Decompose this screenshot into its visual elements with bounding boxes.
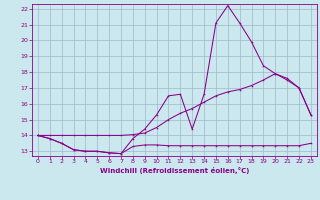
X-axis label: Windchill (Refroidissement éolien,°C): Windchill (Refroidissement éolien,°C) — [100, 167, 249, 174]
